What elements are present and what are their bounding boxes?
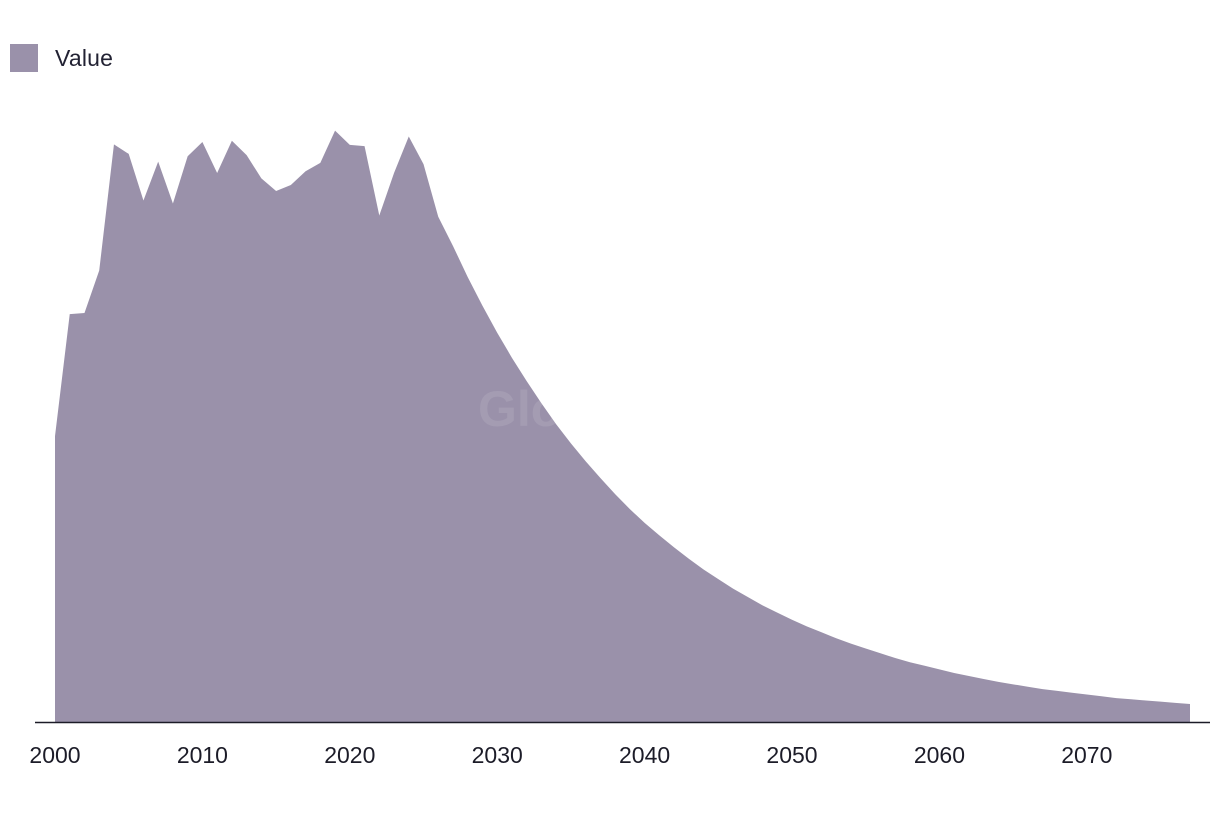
x-tick-label-2040: 2040 <box>619 742 670 768</box>
legend-swatch <box>10 44 38 72</box>
x-tick-label-2060: 2060 <box>914 742 965 768</box>
value-area-series <box>55 130 1190 722</box>
watermark: GlobalData <box>478 381 743 437</box>
x-tick-label-2000: 2000 <box>29 742 80 768</box>
legend-label: Value <box>55 44 114 71</box>
x-tick-label-2070: 2070 <box>1061 742 1112 768</box>
x-axis-ticks: 2000 2010 2020 2030 2040 2050 2060 2070 <box>29 742 1112 768</box>
x-tick-label-2010: 2010 <box>177 742 228 768</box>
legend: Value <box>10 44 113 72</box>
x-tick-label-2050: 2050 <box>766 742 817 768</box>
x-tick-label-2020: 2020 <box>324 742 375 768</box>
x-tick-label-2030: 2030 <box>472 742 523 768</box>
